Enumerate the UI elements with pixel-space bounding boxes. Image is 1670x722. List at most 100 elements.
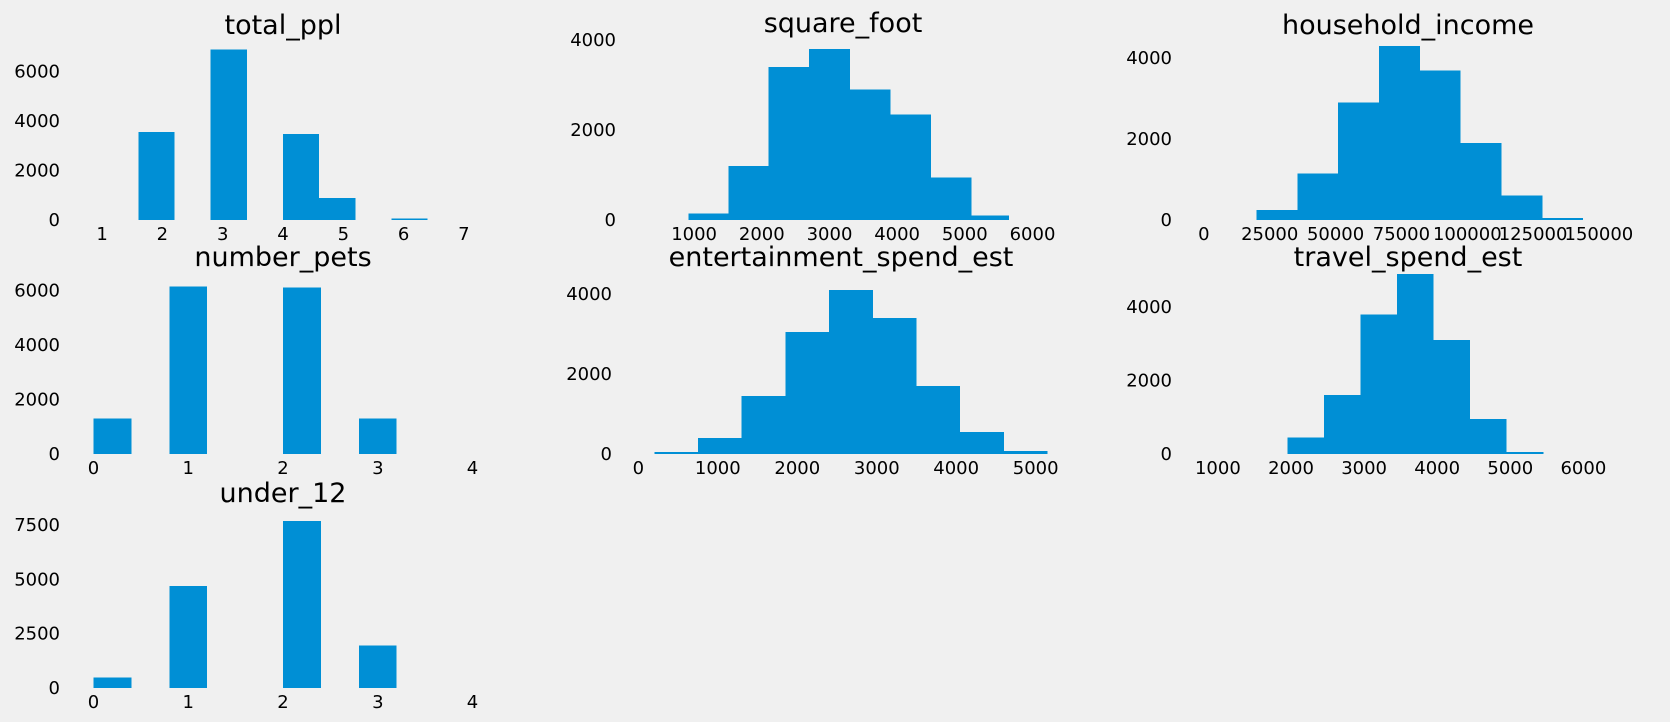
histogram-bar [768, 67, 810, 220]
histogram-bar [728, 166, 769, 220]
x-tick-label: 6000 [1010, 224, 1056, 245]
x-tick-label: 1 [96, 224, 107, 245]
histogram-bar [391, 218, 428, 220]
y-tick-label: 0 [1161, 444, 1172, 465]
histogram-bar [1287, 437, 1324, 454]
y-tick-label: 0 [601, 444, 612, 465]
x-tick-label: 3 [372, 692, 383, 713]
x-tick-label: 125000 [1499, 224, 1568, 245]
histogram-bar [1338, 102, 1379, 220]
y-tick-label: 0 [49, 210, 60, 231]
histogram-bar [916, 386, 961, 454]
histogram-bar [688, 213, 729, 221]
histogram-bar [1323, 395, 1361, 454]
histogram-bar [1360, 314, 1398, 454]
x-tick-label: 150000 [1565, 224, 1634, 245]
x-tick-label: 25000 [1241, 224, 1298, 245]
subplot-household-income: household_income 0 25000 50000 75000 10000012… [1126, 10, 1633, 245]
y-tick-label: 4000 [14, 335, 60, 356]
histogram-bar [1297, 173, 1339, 220]
histogram-bar [971, 215, 1009, 220]
histogram-bar [1397, 274, 1434, 454]
x-tick-label: 6 [398, 224, 409, 245]
y-tick-label: 4000 [14, 111, 60, 132]
histogram-bar [809, 49, 850, 220]
chart-title: square_foot [764, 8, 923, 39]
histogram-bar [358, 645, 397, 688]
y-tick-label: 2000 [14, 161, 60, 182]
y-tick-label: 6000 [14, 62, 60, 83]
subplot-travel-spend-est: travel_spend_est 1000 2000 3000 4000 5000 6000… [1126, 242, 1606, 479]
x-tick-label: 1000 [1195, 458, 1241, 479]
histogram-bar [960, 432, 1004, 454]
histogram-bar [1501, 195, 1543, 220]
x-tick-label: 3 [372, 458, 383, 479]
x-tick-label: 75000 [1373, 224, 1430, 245]
x-tick-label: 0 [633, 458, 644, 479]
histogram-bar [1003, 450, 1048, 454]
histogram-bar [890, 114, 931, 221]
x-tick-label: 0 [88, 692, 99, 713]
subplot-under-12: under_12 0 1 2 3 4 0 2500 5000 7500 [14, 478, 478, 713]
histogram-bar [1419, 70, 1461, 220]
x-tick-label: 0 [1198, 224, 1209, 245]
x-tick-label: 4 [467, 458, 478, 479]
x-tick-label: 4000 [1414, 458, 1460, 479]
y-tick-label: 4000 [1126, 297, 1172, 318]
y-tick-label: 4000 [566, 284, 612, 305]
y-tick-label: 0 [49, 444, 60, 465]
chart-title: number_pets [194, 242, 371, 273]
x-tick-label: 1 [182, 458, 193, 479]
x-tick-label: 3000 [854, 458, 900, 479]
y-tick-label: 5000 [14, 570, 60, 591]
chart-title: travel_spend_est [1294, 242, 1523, 273]
histogram-bar [93, 418, 132, 454]
histogram-bar [169, 586, 208, 688]
histogram-bar [1542, 218, 1584, 220]
subplot-entertainment-spend-est: entertainment_spend_est 0 1000 2000 3000 4000… [566, 242, 1058, 479]
x-tick-label: 3000 [807, 224, 853, 245]
histogram-bar [785, 332, 830, 454]
histogram-bar [849, 89, 891, 220]
y-tick-label: 0 [1161, 210, 1172, 231]
chart-title: household_income [1282, 10, 1534, 41]
x-tick-label: 3 [217, 224, 228, 245]
y-tick-label: 7500 [14, 515, 60, 536]
histogram-bar [283, 134, 320, 220]
y-tick-label: 2000 [1126, 371, 1172, 392]
x-tick-label: 5000 [1487, 458, 1533, 479]
x-tick-label: 1000 [695, 458, 741, 479]
x-tick-label: 2000 [774, 458, 820, 479]
chart-title: total_ppl [224, 10, 341, 41]
histogram-bar [1433, 340, 1471, 454]
y-tick-label: 0 [49, 678, 60, 699]
x-tick-label: 3000 [1341, 458, 1387, 479]
y-tick-label: 4000 [1126, 48, 1172, 69]
subplot-square-foot: square_foot 1000 2000 3000 4000 5000 6000 0 2000… [570, 8, 1055, 245]
histogram-bar [872, 318, 917, 454]
y-tick-label: 2000 [566, 364, 612, 385]
x-tick-label: 4000 [933, 458, 979, 479]
x-tick-label: 6000 [1560, 458, 1606, 479]
histogram-bar [283, 287, 321, 454]
y-tick-label: 2500 [14, 624, 60, 645]
histogram-bar [741, 396, 786, 454]
histogram-bar [319, 197, 356, 221]
histogram-bar [698, 438, 742, 454]
y-tick-label: 0 [605, 210, 616, 231]
histogram-bar [829, 290, 873, 454]
subplot-total-ppl: total_ppl 1 2 3 4 5 6 7 0 2000 4000 6000 [14, 10, 469, 245]
x-tick-label: 100000 [1433, 224, 1502, 245]
histogram-bar [93, 677, 132, 688]
y-tick-label: 2000 [570, 120, 616, 141]
x-tick-label: 7 [458, 224, 469, 245]
x-tick-label: 1 [182, 692, 193, 713]
x-tick-label: 50000 [1307, 224, 1364, 245]
y-tick-label: 6000 [14, 280, 60, 301]
histogram-bar [283, 520, 321, 688]
x-tick-label: 0 [88, 458, 99, 479]
x-tick-label: 4000 [874, 224, 920, 245]
x-tick-label: 4 [277, 224, 288, 245]
chart-title: entertainment_spend_est [669, 242, 1014, 273]
